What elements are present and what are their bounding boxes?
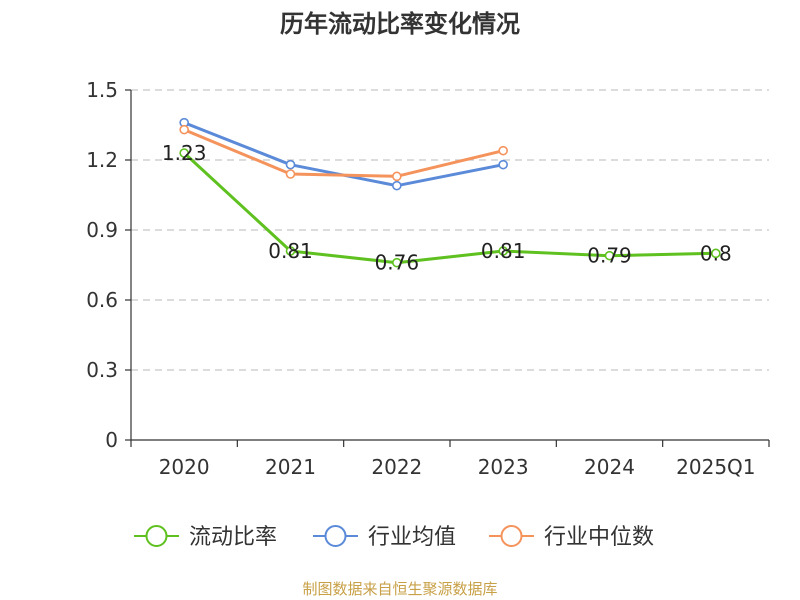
data-point xyxy=(285,169,296,179)
x-tick-label: 2024 xyxy=(584,455,635,479)
y-tick-label: 0.3 xyxy=(86,358,118,382)
legend-label: 流动比率 xyxy=(189,525,277,550)
data-label: 0.81 xyxy=(481,239,526,263)
grid-lines xyxy=(131,89,769,371)
data-point xyxy=(498,145,508,156)
x-tick-label: 2023 xyxy=(478,455,529,479)
source-note: 制图数据来自恒生聚源数据库 xyxy=(302,580,497,598)
axes: 0 0.3 0.6 0.9 1.2 1.5 2020 2021 2022 2023 2024 2025… xyxy=(86,78,770,479)
data-labels: 1.23 0.81 0.76 0.81 0.79 0.8 xyxy=(162,141,732,275)
data-label: 0.79 xyxy=(587,244,632,268)
series-line xyxy=(182,128,505,178)
data-label: 1.23 xyxy=(162,141,207,165)
legend-label: 行业均值 xyxy=(368,525,456,550)
legend-marker xyxy=(500,525,523,547)
data-point xyxy=(711,248,721,259)
data-point xyxy=(285,159,296,170)
data-point xyxy=(604,250,615,261)
legend-marker xyxy=(324,525,347,547)
x-tick-label: 2025Q1 xyxy=(676,455,755,479)
data-label: 0.8 xyxy=(700,241,732,265)
x-tick-label: 2022 xyxy=(371,455,422,479)
data-point xyxy=(498,246,508,256)
y-tick-label: 1.2 xyxy=(86,148,118,172)
y-tick-label: 0 xyxy=(105,428,118,452)
data-point xyxy=(179,124,189,135)
series-group xyxy=(179,117,721,268)
chart-title: 历年流动比率变化情况 xyxy=(280,10,520,38)
y-tick-label: 0.6 xyxy=(86,288,118,312)
x-tick-label: 2021 xyxy=(265,455,316,479)
data-label: 0.81 xyxy=(268,239,313,263)
data-point xyxy=(392,171,402,182)
data-label: 0.76 xyxy=(375,251,420,275)
legend: 流动比率 行业均值 行业中位数 xyxy=(134,525,654,550)
legend-label: 行业中位数 xyxy=(544,525,654,550)
data-point xyxy=(179,148,189,158)
x-tick-label: 2020 xyxy=(159,455,210,479)
series-line xyxy=(182,151,718,265)
y-tick-label: 0.9 xyxy=(86,218,118,242)
legend-marker xyxy=(145,525,168,547)
data-point xyxy=(392,180,402,191)
data-point xyxy=(392,257,402,268)
y-tick-label: 1.5 xyxy=(86,78,118,102)
data-point xyxy=(498,159,508,170)
data-point xyxy=(285,246,296,256)
